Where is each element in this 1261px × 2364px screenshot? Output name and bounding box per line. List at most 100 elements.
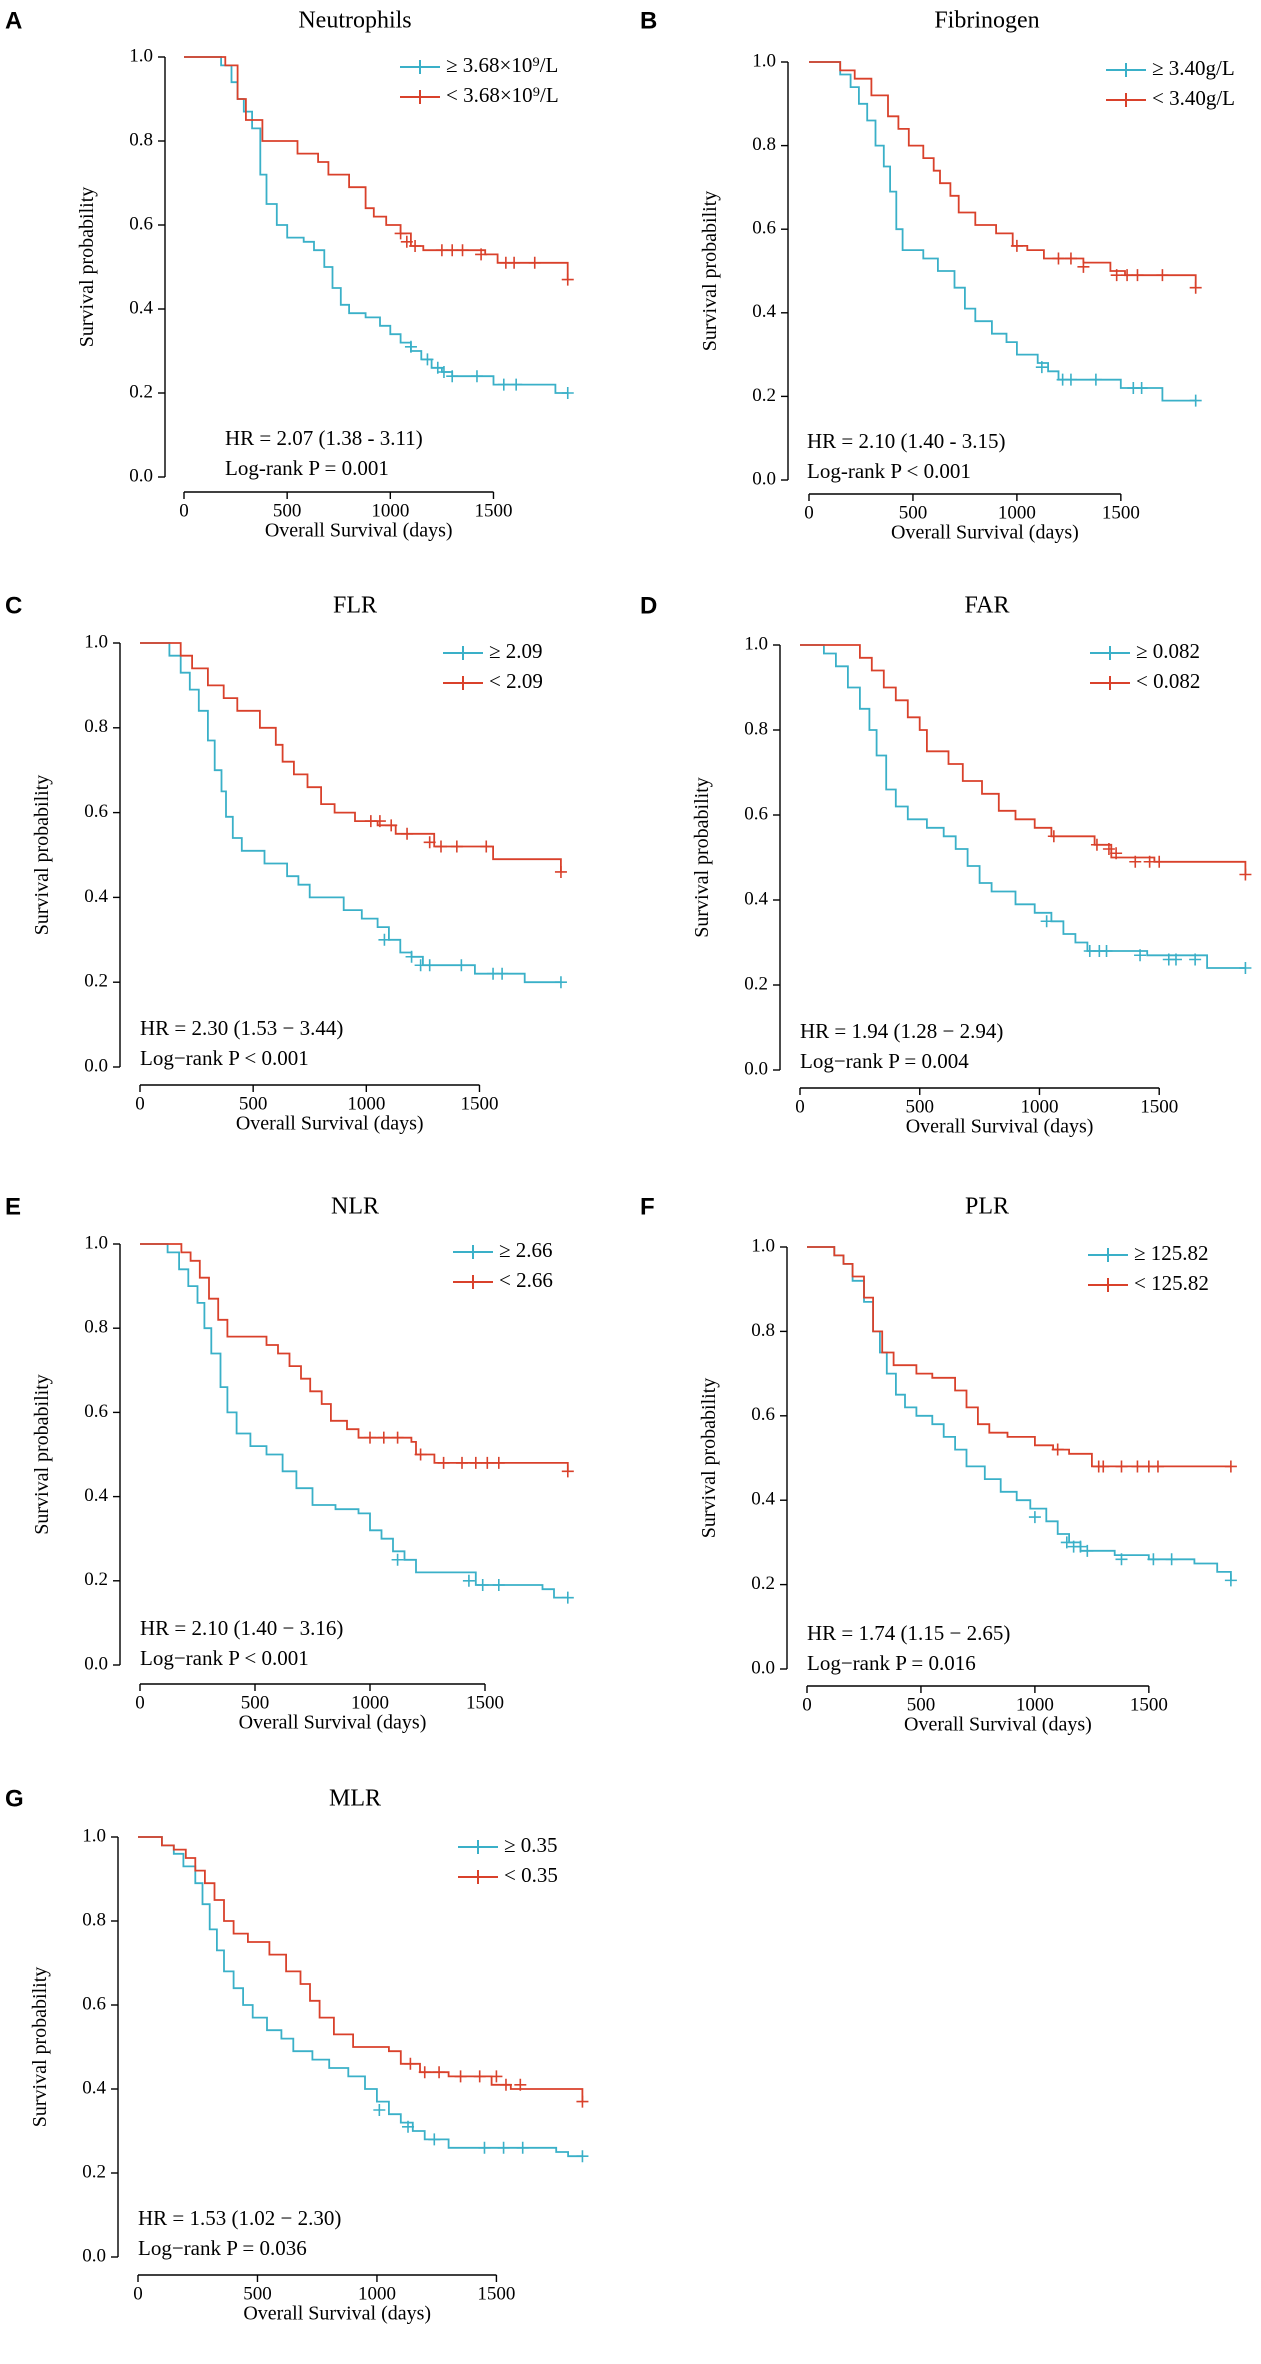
censor-mark-high — [462, 1574, 475, 1587]
panel-letter: C — [5, 592, 22, 619]
panel-letter: E — [5, 1193, 21, 1220]
censor-mark-high — [455, 959, 468, 972]
panel-letter: G — [5, 1785, 24, 1812]
censor-mark-low — [400, 235, 413, 248]
legend-label-high: ≥ 125.82 — [1134, 1241, 1209, 1265]
x-tick-label: 500 — [899, 502, 928, 523]
censor-mark-low — [1102, 843, 1115, 855]
x-tick-label: 1000 — [1020, 1096, 1058, 1117]
censor-mark-low — [1064, 252, 1077, 265]
censor-mark-low — [450, 840, 463, 853]
censor-mark-low — [528, 256, 541, 269]
censor-mark-high — [1060, 1536, 1073, 1549]
censor-mark-high — [1147, 1553, 1160, 1566]
x-axis-label: Overall Survival (days) — [265, 520, 453, 542]
censor-mark-high — [497, 2141, 510, 2154]
x-axis-label: Overall Survival (days) — [906, 1116, 1094, 1138]
censor-mark-high — [1035, 361, 1048, 374]
censor-mark-high — [1224, 1574, 1237, 1587]
censor-mark-high — [428, 2133, 441, 2146]
x-tick-label: 0 — [179, 500, 189, 521]
legend-label-high: ≥ 3.40g/L — [1152, 56, 1235, 80]
censor-mark-high — [1169, 953, 1182, 966]
censor-mark-low — [508, 256, 521, 269]
km-curve-high — [140, 1243, 568, 1599]
x-tick-label: 500 — [243, 2283, 272, 2304]
y-tick-label: 0.0 — [84, 1653, 108, 1674]
censor-mark-high — [1028, 1511, 1041, 1524]
censor-mark-low — [1051, 1443, 1064, 1456]
pvalue-annotation: Log−rank P = 0.016 — [807, 1651, 976, 1675]
y-axis-label: Survival probability — [29, 1967, 51, 2128]
y-axis-label: Survival probability — [698, 1378, 720, 1539]
legend-label-high: ≥ 2.66 — [499, 1238, 553, 1262]
censor-mark-low — [394, 227, 407, 240]
censor-mark-low — [514, 2078, 527, 2091]
y-tick-label: 0.2 — [744, 973, 768, 994]
censor-mark-low — [561, 273, 574, 286]
panel-title: FAR — [965, 593, 1010, 619]
censor-mark-high — [437, 366, 450, 378]
censor-mark-high — [1165, 1553, 1178, 1566]
y-tick-label: 1.0 — [84, 1232, 108, 1253]
censor-mark-low — [364, 1431, 376, 1444]
pvalue-annotation: Log-rank P = 0.001 — [225, 456, 389, 480]
km-curve-low — [807, 1246, 1231, 1468]
y-axis-label: Survival probability — [31, 775, 53, 936]
y-tick-label: 0.2 — [129, 381, 153, 402]
censor-mark-low — [1110, 269, 1123, 282]
censor-mark-high — [404, 340, 417, 353]
censor-mark-low — [446, 244, 459, 257]
pvalue-annotation: Log−rank P = 0.004 — [800, 1049, 969, 1073]
km-panel-c: C FLR 0.0 0.2 0.4 0.6 0.8 1.0 Survival probabili… — [5, 592, 567, 1135]
censor-mark-high — [423, 959, 436, 972]
censor-mark-low — [1239, 868, 1252, 881]
y-tick-label: 0.6 — [84, 801, 108, 822]
censor-mark-low — [1115, 1460, 1128, 1473]
y-tick-label: 1.0 — [744, 633, 768, 654]
censor-mark-low — [433, 2066, 446, 2079]
censor-mark-low — [1153, 855, 1166, 868]
x-tick-label: 1000 — [998, 502, 1036, 523]
x-tick-label: 500 — [907, 1694, 936, 1715]
censor-mark-low — [401, 827, 414, 840]
legend-label-high: ≥ 0.35 — [504, 1833, 558, 1857]
legend-label-high: ≥ 3.68×10⁹/L — [446, 53, 558, 77]
panel-title: Fibrinogen — [934, 8, 1039, 34]
censor-mark-high — [378, 933, 391, 946]
y-tick-label: 0.8 — [84, 1317, 108, 1338]
panel-title: PLR — [965, 1194, 1009, 1220]
y-tick-label: 0.4 — [752, 301, 776, 322]
censor-mark-low — [454, 2070, 467, 2083]
censor-mark-low — [554, 865, 567, 878]
x-tick-label: 1000 — [351, 1692, 389, 1713]
censor-mark-high — [1135, 382, 1148, 395]
censor-mark-high — [492, 1579, 505, 1592]
panel-title: NLR — [331, 1194, 379, 1220]
x-axis-label: Overall Survival (days) — [243, 2303, 431, 2325]
x-tick-label: 1500 — [466, 1692, 504, 1713]
censor-mark-low — [1077, 260, 1090, 273]
x-tick-label: 1000 — [347, 1093, 385, 1114]
censor-mark-low — [456, 1456, 468, 1469]
y-axis-label: Survival probability — [699, 191, 721, 352]
censor-mark-low — [373, 815, 386, 828]
pvalue-annotation: Log−rank P = 0.036 — [138, 2236, 307, 2260]
censor-mark-low — [576, 2095, 589, 2108]
censor-mark-low — [1224, 1460, 1237, 1473]
censor-mark-low — [473, 2070, 486, 2083]
legend-label-low: < 0.35 — [504, 1863, 558, 1887]
censor-mark-high — [470, 370, 483, 383]
censor-mark-low — [1131, 1460, 1144, 1473]
censor-mark-high — [576, 2150, 589, 2163]
censor-mark-high — [1189, 394, 1202, 407]
censor-mark-low — [437, 1456, 450, 1469]
y-tick-label: 0.6 — [751, 1404, 775, 1425]
y-tick-label: 0.8 — [82, 1909, 106, 1930]
x-tick-label: 500 — [905, 1096, 934, 1117]
censor-mark-high — [1089, 373, 1102, 386]
km-panel-f: F PLR 0.0 0.2 0.4 0.6 0.8 1.0 Survival probabili… — [640, 1193, 1237, 1736]
censor-mark-high — [496, 967, 509, 980]
y-tick-label: 0.2 — [752, 385, 776, 406]
